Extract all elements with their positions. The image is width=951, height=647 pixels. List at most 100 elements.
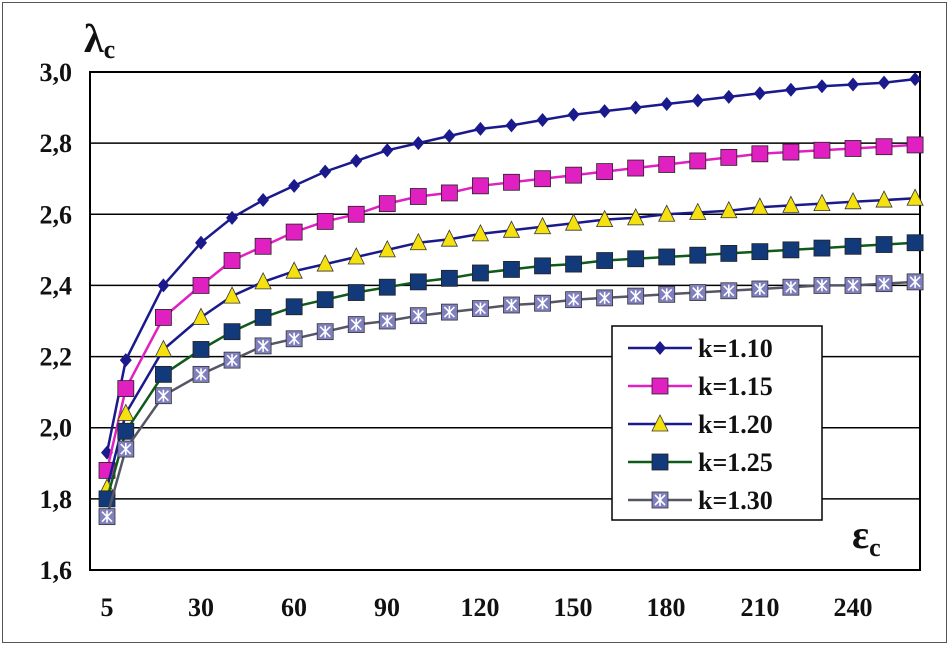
data-point — [254, 309, 272, 326]
data-point — [117, 380, 135, 397]
data-point — [223, 323, 241, 341]
data-point — [751, 197, 769, 215]
data-point — [316, 254, 334, 272]
data-point — [784, 82, 797, 97]
data-point — [815, 79, 828, 94]
data-point — [154, 339, 173, 357]
data-point — [157, 278, 170, 293]
y-axis-label-main: λ — [84, 16, 104, 61]
data-point — [316, 291, 334, 309]
data-point — [753, 86, 766, 101]
data-point — [378, 278, 396, 296]
data-point — [192, 341, 210, 358]
data-point — [906, 136, 924, 154]
y-tick-label: 3,0 — [40, 58, 73, 87]
y-tick-label: 2,2 — [40, 343, 73, 372]
data-point — [651, 377, 669, 395]
legend-item: k=1.25 — [628, 448, 773, 477]
x-tick-label: 210 — [741, 593, 780, 622]
marker-asterisk — [536, 297, 549, 310]
y-axis-label: λc — [84, 16, 115, 64]
marker-asterisk — [443, 306, 455, 319]
legend-item: k=1.20 — [628, 410, 773, 439]
y-tick-label: 2,0 — [40, 414, 73, 443]
data-point — [226, 210, 239, 225]
marker-asterisk — [474, 302, 486, 315]
data-point — [720, 200, 738, 219]
data-point — [536, 113, 549, 128]
data-point — [154, 365, 172, 383]
data-point — [319, 164, 332, 179]
data-point — [565, 255, 582, 273]
x-tick-label: 60 — [281, 593, 307, 622]
data-point — [440, 229, 459, 247]
legend-label: k=1.25 — [698, 448, 773, 477]
data-point — [503, 261, 520, 278]
x-tick-label: 90 — [374, 593, 400, 622]
marker-asterisk — [847, 279, 859, 292]
marker-asterisk — [878, 277, 890, 290]
data-point — [223, 252, 241, 269]
legend-label: k=1.20 — [698, 410, 773, 439]
data-point — [285, 298, 303, 316]
data-point — [595, 209, 614, 228]
data-point — [658, 204, 676, 222]
data-point — [195, 235, 207, 250]
data-point — [878, 75, 891, 90]
data-point — [596, 163, 614, 181]
y-tick-label: 2,6 — [40, 200, 73, 229]
data-point — [813, 141, 831, 159]
data-point — [689, 202, 707, 220]
data-point — [472, 264, 489, 282]
data-point — [472, 177, 489, 195]
marker-asterisk — [288, 332, 300, 345]
data-point — [254, 271, 272, 290]
data-point — [844, 191, 862, 210]
x-tick-label: 180 — [647, 593, 686, 622]
marker-asterisk — [599, 291, 611, 304]
data-point — [906, 234, 924, 252]
marker-asterisk — [754, 282, 766, 295]
marker-asterisk — [157, 389, 169, 402]
data-point — [875, 138, 893, 156]
marker-asterisk — [120, 443, 132, 456]
legend-label: k=1.30 — [698, 486, 773, 515]
data-point — [117, 403, 135, 421]
data-point — [350, 153, 363, 168]
legend: k=1.10 k=1.15 k=1.20 k=1.25 k=1.30 — [611, 325, 823, 521]
data-point — [654, 341, 666, 355]
data-point — [412, 136, 425, 151]
data-point — [660, 97, 673, 112]
data-point — [875, 190, 893, 208]
data-point — [720, 245, 738, 262]
marker-asterisk — [257, 339, 269, 352]
marker-asterisk — [319, 325, 331, 338]
data-point — [347, 284, 365, 301]
data-point — [875, 236, 893, 253]
data-point — [154, 309, 172, 326]
x-axis-label-sub: c — [869, 533, 881, 562]
series-group — [98, 72, 924, 526]
data-point — [751, 145, 769, 163]
data-point — [502, 220, 521, 238]
data-point — [629, 100, 642, 115]
data-point — [440, 269, 458, 287]
marker-asterisk — [692, 286, 704, 299]
data-point — [658, 248, 676, 266]
y-tick-label: 2,8 — [40, 129, 73, 158]
data-point — [847, 77, 859, 92]
data-point — [596, 252, 614, 269]
data-point — [627, 250, 645, 268]
marker-asterisk — [412, 309, 424, 322]
legend-item: k=1.15 — [628, 372, 773, 401]
data-point — [192, 277, 210, 294]
x-tick-label: 150 — [554, 593, 593, 622]
data-point — [691, 93, 704, 108]
data-point — [813, 239, 831, 257]
data-point — [909, 72, 922, 87]
data-point — [534, 257, 551, 275]
data-point — [782, 241, 800, 259]
data-point — [505, 118, 518, 133]
data-point — [689, 246, 707, 264]
